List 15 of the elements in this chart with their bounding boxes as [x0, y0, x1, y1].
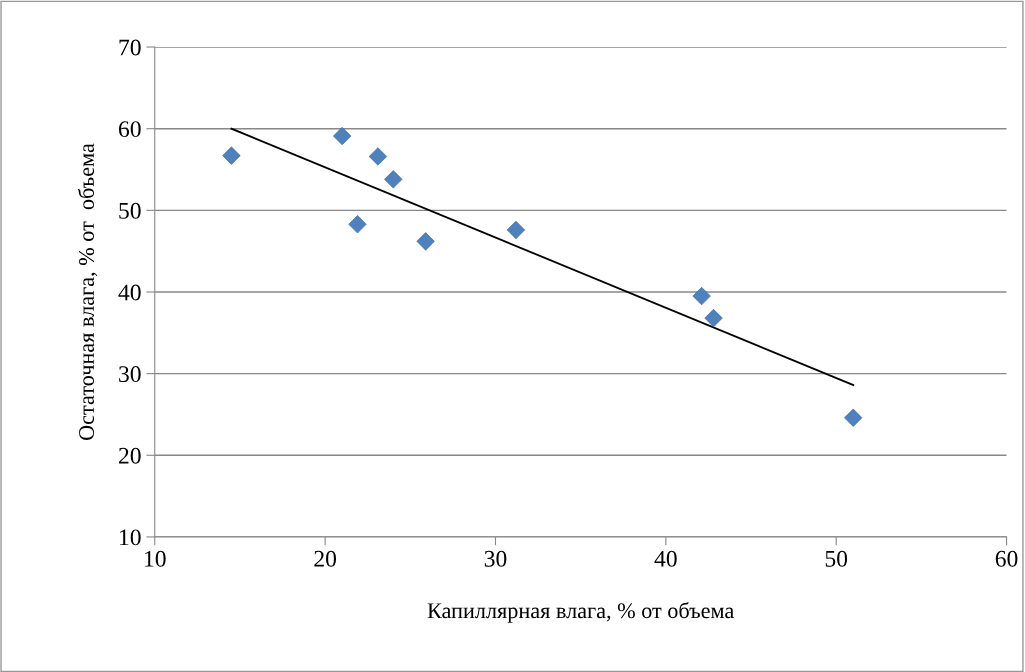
y-tick-label: 60 [118, 121, 141, 138]
y-axis-title: Остаточная влага, % от объема [77, 143, 98, 440]
y-tick-label: 10 [120, 529, 141, 546]
x-tick-label: 40 [654, 550, 677, 567]
y-tick-label: 40 [118, 284, 141, 301]
x-tick-label: 30 [484, 550, 507, 567]
y-tick-label: 30 [119, 366, 141, 383]
x-tick-label: 20 [314, 550, 337, 567]
x-tick-label: 10 [145, 550, 166, 567]
y-tick-label: 70 [119, 39, 141, 56]
x-tick-label: 60 [995, 550, 1018, 567]
y-tick-label: 50 [119, 202, 141, 219]
x-axis-title: Капиллярная влага, % от объема [427, 602, 734, 623]
y-tick-label: 20 [119, 447, 141, 464]
x-tick-label: 50 [825, 550, 848, 567]
